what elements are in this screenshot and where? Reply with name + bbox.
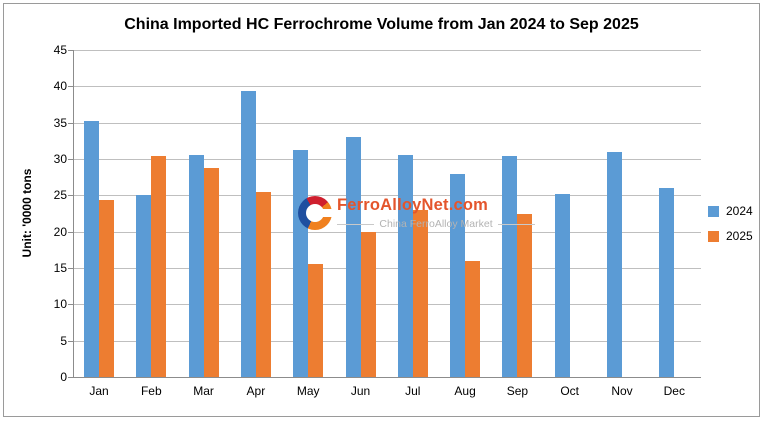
legend-item-2024: 2024 bbox=[708, 204, 753, 218]
chart-frame: China Imported HC Ferrochrome Volume fro… bbox=[3, 3, 760, 417]
bar-2024-apr bbox=[241, 91, 256, 377]
bar-2025-apr bbox=[256, 192, 271, 377]
gridline-45 bbox=[73, 50, 701, 51]
bar-2025-feb bbox=[151, 156, 166, 377]
watermark-tagline-row: China FerroAlloy Market bbox=[337, 218, 536, 230]
y-tick-20 bbox=[68, 232, 73, 233]
x-tick-label-may: May bbox=[296, 384, 320, 398]
x-tick-label-jun: Jun bbox=[350, 384, 371, 398]
bar-2024-oct bbox=[555, 194, 570, 377]
legend-swatch-2024 bbox=[708, 205, 719, 217]
bar-2024-aug bbox=[450, 174, 465, 377]
gridline-35 bbox=[73, 123, 701, 124]
y-tick-0 bbox=[68, 377, 73, 378]
legend-label-2025: 2025 bbox=[726, 229, 753, 243]
x-tick-label-sep: Sep bbox=[506, 384, 529, 398]
legend: 2024 2025 bbox=[708, 204, 753, 254]
x-tick-label-nov: Nov bbox=[611, 384, 633, 398]
y-tick-30 bbox=[68, 159, 73, 160]
bar-2024-jan bbox=[84, 121, 99, 377]
y-tick-15 bbox=[68, 268, 73, 269]
y-tick-label-45: 45 bbox=[53, 43, 67, 57]
legend-swatch-2025 bbox=[708, 230, 719, 242]
y-tick-45 bbox=[68, 50, 73, 51]
watermark-dash-left bbox=[337, 223, 375, 225]
y-tick-label-40: 40 bbox=[53, 79, 67, 93]
ferroalloynet-logo-icon bbox=[298, 196, 335, 230]
x-tick-label-feb: Feb bbox=[140, 384, 162, 398]
bar-2025-aug bbox=[465, 261, 480, 377]
bar-2024-dec bbox=[659, 188, 674, 377]
bar-2024-mar bbox=[189, 155, 204, 377]
watermark-text: FerroAlloyNet.com China FerroAlloy Marke… bbox=[337, 196, 536, 230]
y-tick-label-20: 20 bbox=[53, 225, 67, 239]
x-tick-label-oct: Oct bbox=[560, 384, 580, 398]
y-tick-label-10: 10 bbox=[53, 297, 67, 311]
bar-2025-may bbox=[308, 264, 323, 377]
bar-2025-jan bbox=[99, 200, 114, 377]
watermark: FerroAlloyNet.com China FerroAlloy Marke… bbox=[298, 196, 536, 230]
legend-item-2025: 2025 bbox=[708, 229, 753, 243]
y-tick-5 bbox=[68, 341, 73, 342]
watermark-dash-right bbox=[497, 223, 536, 225]
y-tick-label-35: 35 bbox=[53, 116, 67, 130]
y-tick-label-0: 0 bbox=[60, 370, 67, 384]
x-tick-label-aug: Aug bbox=[454, 384, 476, 398]
gridline-30 bbox=[73, 159, 701, 160]
gridline-40 bbox=[73, 86, 701, 87]
x-tick-label-dec: Dec bbox=[663, 384, 685, 398]
bar-2024-nov bbox=[607, 152, 622, 377]
bar-2024-may bbox=[293, 150, 308, 377]
y-tick-label-25: 25 bbox=[53, 188, 67, 202]
y-tick-label-30: 30 bbox=[53, 152, 67, 166]
bar-2025-jun bbox=[361, 232, 376, 377]
watermark-brand: FerroAlloyNet.com bbox=[337, 196, 489, 214]
y-tick-10 bbox=[68, 304, 73, 305]
legend-label-2024: 2024 bbox=[726, 204, 753, 218]
bar-2024-jun bbox=[346, 137, 361, 377]
bar-2024-feb bbox=[136, 195, 151, 377]
gridline-15 bbox=[73, 268, 701, 269]
bar-2025-sep bbox=[517, 214, 532, 377]
x-axis-line bbox=[73, 377, 701, 378]
y-tick-25 bbox=[68, 195, 73, 196]
y-tick-40 bbox=[68, 86, 73, 87]
gridline-20 bbox=[73, 232, 701, 233]
y-axis-line bbox=[73, 50, 74, 377]
x-tick-label-mar: Mar bbox=[193, 384, 214, 398]
x-tick-label-apr: Apr bbox=[246, 384, 266, 398]
chart-title: China Imported HC Ferrochrome Volume fro… bbox=[124, 16, 639, 33]
watermark-tagline: China FerroAlloy Market bbox=[379, 218, 493, 230]
y-axis-unit-label: Unit: '0000 tons bbox=[20, 168, 34, 258]
y-tick-label-15: 15 bbox=[53, 261, 67, 275]
bar-2024-jul bbox=[398, 155, 413, 377]
bar-2024-sep bbox=[502, 156, 517, 377]
bar-2025-jul bbox=[413, 210, 428, 377]
x-tick-label-jan: Jan bbox=[89, 384, 109, 398]
gridline-5 bbox=[73, 341, 701, 342]
x-tick-label-jul: Jul bbox=[405, 384, 421, 398]
gridline-10 bbox=[73, 304, 701, 305]
y-tick-35 bbox=[68, 123, 73, 124]
bar-2025-mar bbox=[204, 168, 219, 377]
y-tick-label-5: 5 bbox=[60, 334, 67, 348]
gridline-25 bbox=[73, 195, 701, 196]
